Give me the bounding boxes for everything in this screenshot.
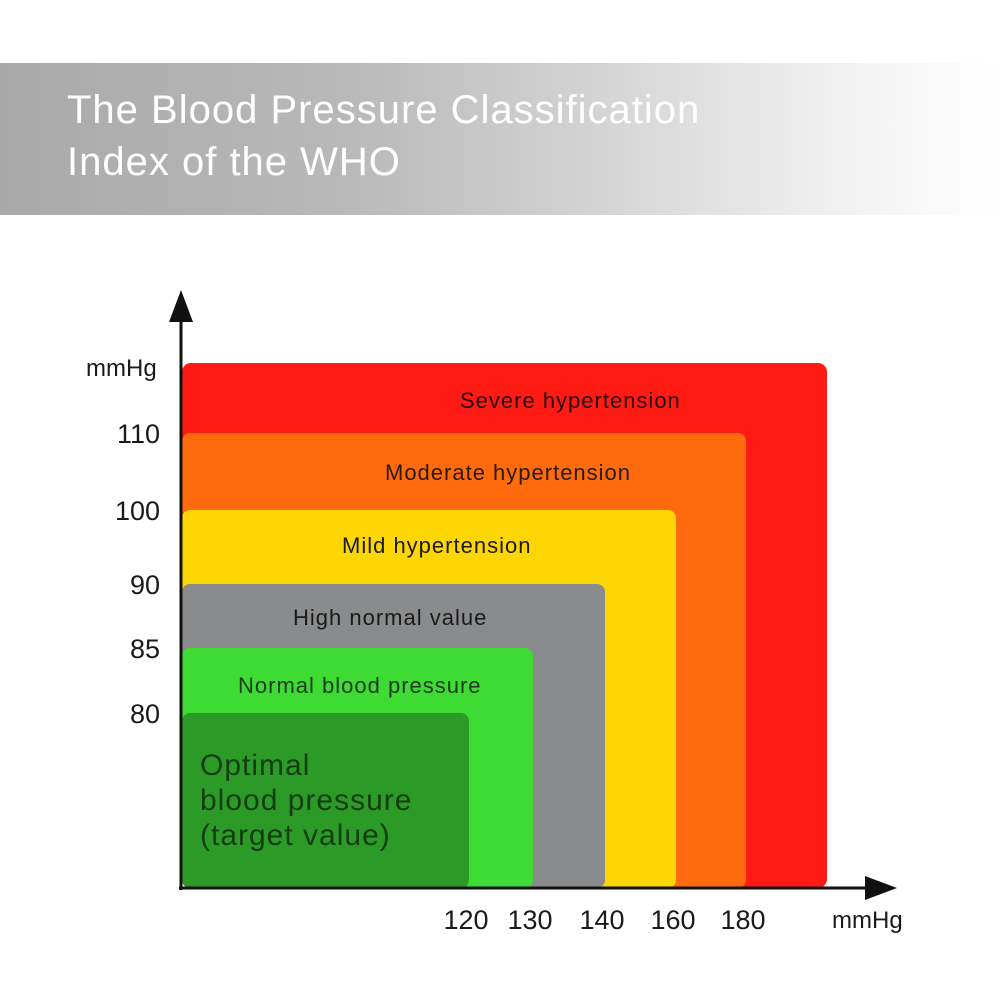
- zone-label-mild: Mild hypertension: [342, 533, 531, 558]
- page-title-line-1: The Blood Pressure Classification: [67, 88, 701, 132]
- page-title-line-2: Index of the WHO: [67, 140, 401, 184]
- y-axis-unit: mmHg: [86, 355, 157, 382]
- zone-optimal: [182, 713, 469, 888]
- x-axis-arrow-icon: [865, 876, 897, 900]
- x-tick-label: 120: [443, 905, 488, 935]
- y-axis-arrow-icon: [169, 290, 193, 322]
- zone-label-optimal-3: (target value): [200, 819, 391, 852]
- zone-label-optimal-2: blood pressure: [200, 784, 412, 817]
- y-tick-label: 100: [115, 496, 160, 526]
- x-tick-label: 140: [579, 905, 624, 935]
- zone-label-moderate: Moderate hypertension: [385, 460, 631, 485]
- y-tick-label: 80: [130, 699, 160, 729]
- x-tick-label: 130: [507, 905, 552, 935]
- zone-label-optimal-1: Optimal: [200, 749, 310, 782]
- y-tick-label: 90: [130, 570, 160, 600]
- y-tick-label: 85: [130, 634, 160, 664]
- x-tick-label: 180: [720, 905, 765, 935]
- title-banner: [0, 63, 1000, 215]
- x-axis-unit: mmHg: [832, 907, 903, 934]
- zone-label-normal: Normal blood pressure: [238, 673, 482, 698]
- y-tick-label: 110: [117, 419, 160, 449]
- zone-label-severe: Severe hypertension: [460, 388, 681, 413]
- x-tick-label: 160: [650, 905, 695, 935]
- zone-label-high-normal: High normal value: [293, 605, 487, 630]
